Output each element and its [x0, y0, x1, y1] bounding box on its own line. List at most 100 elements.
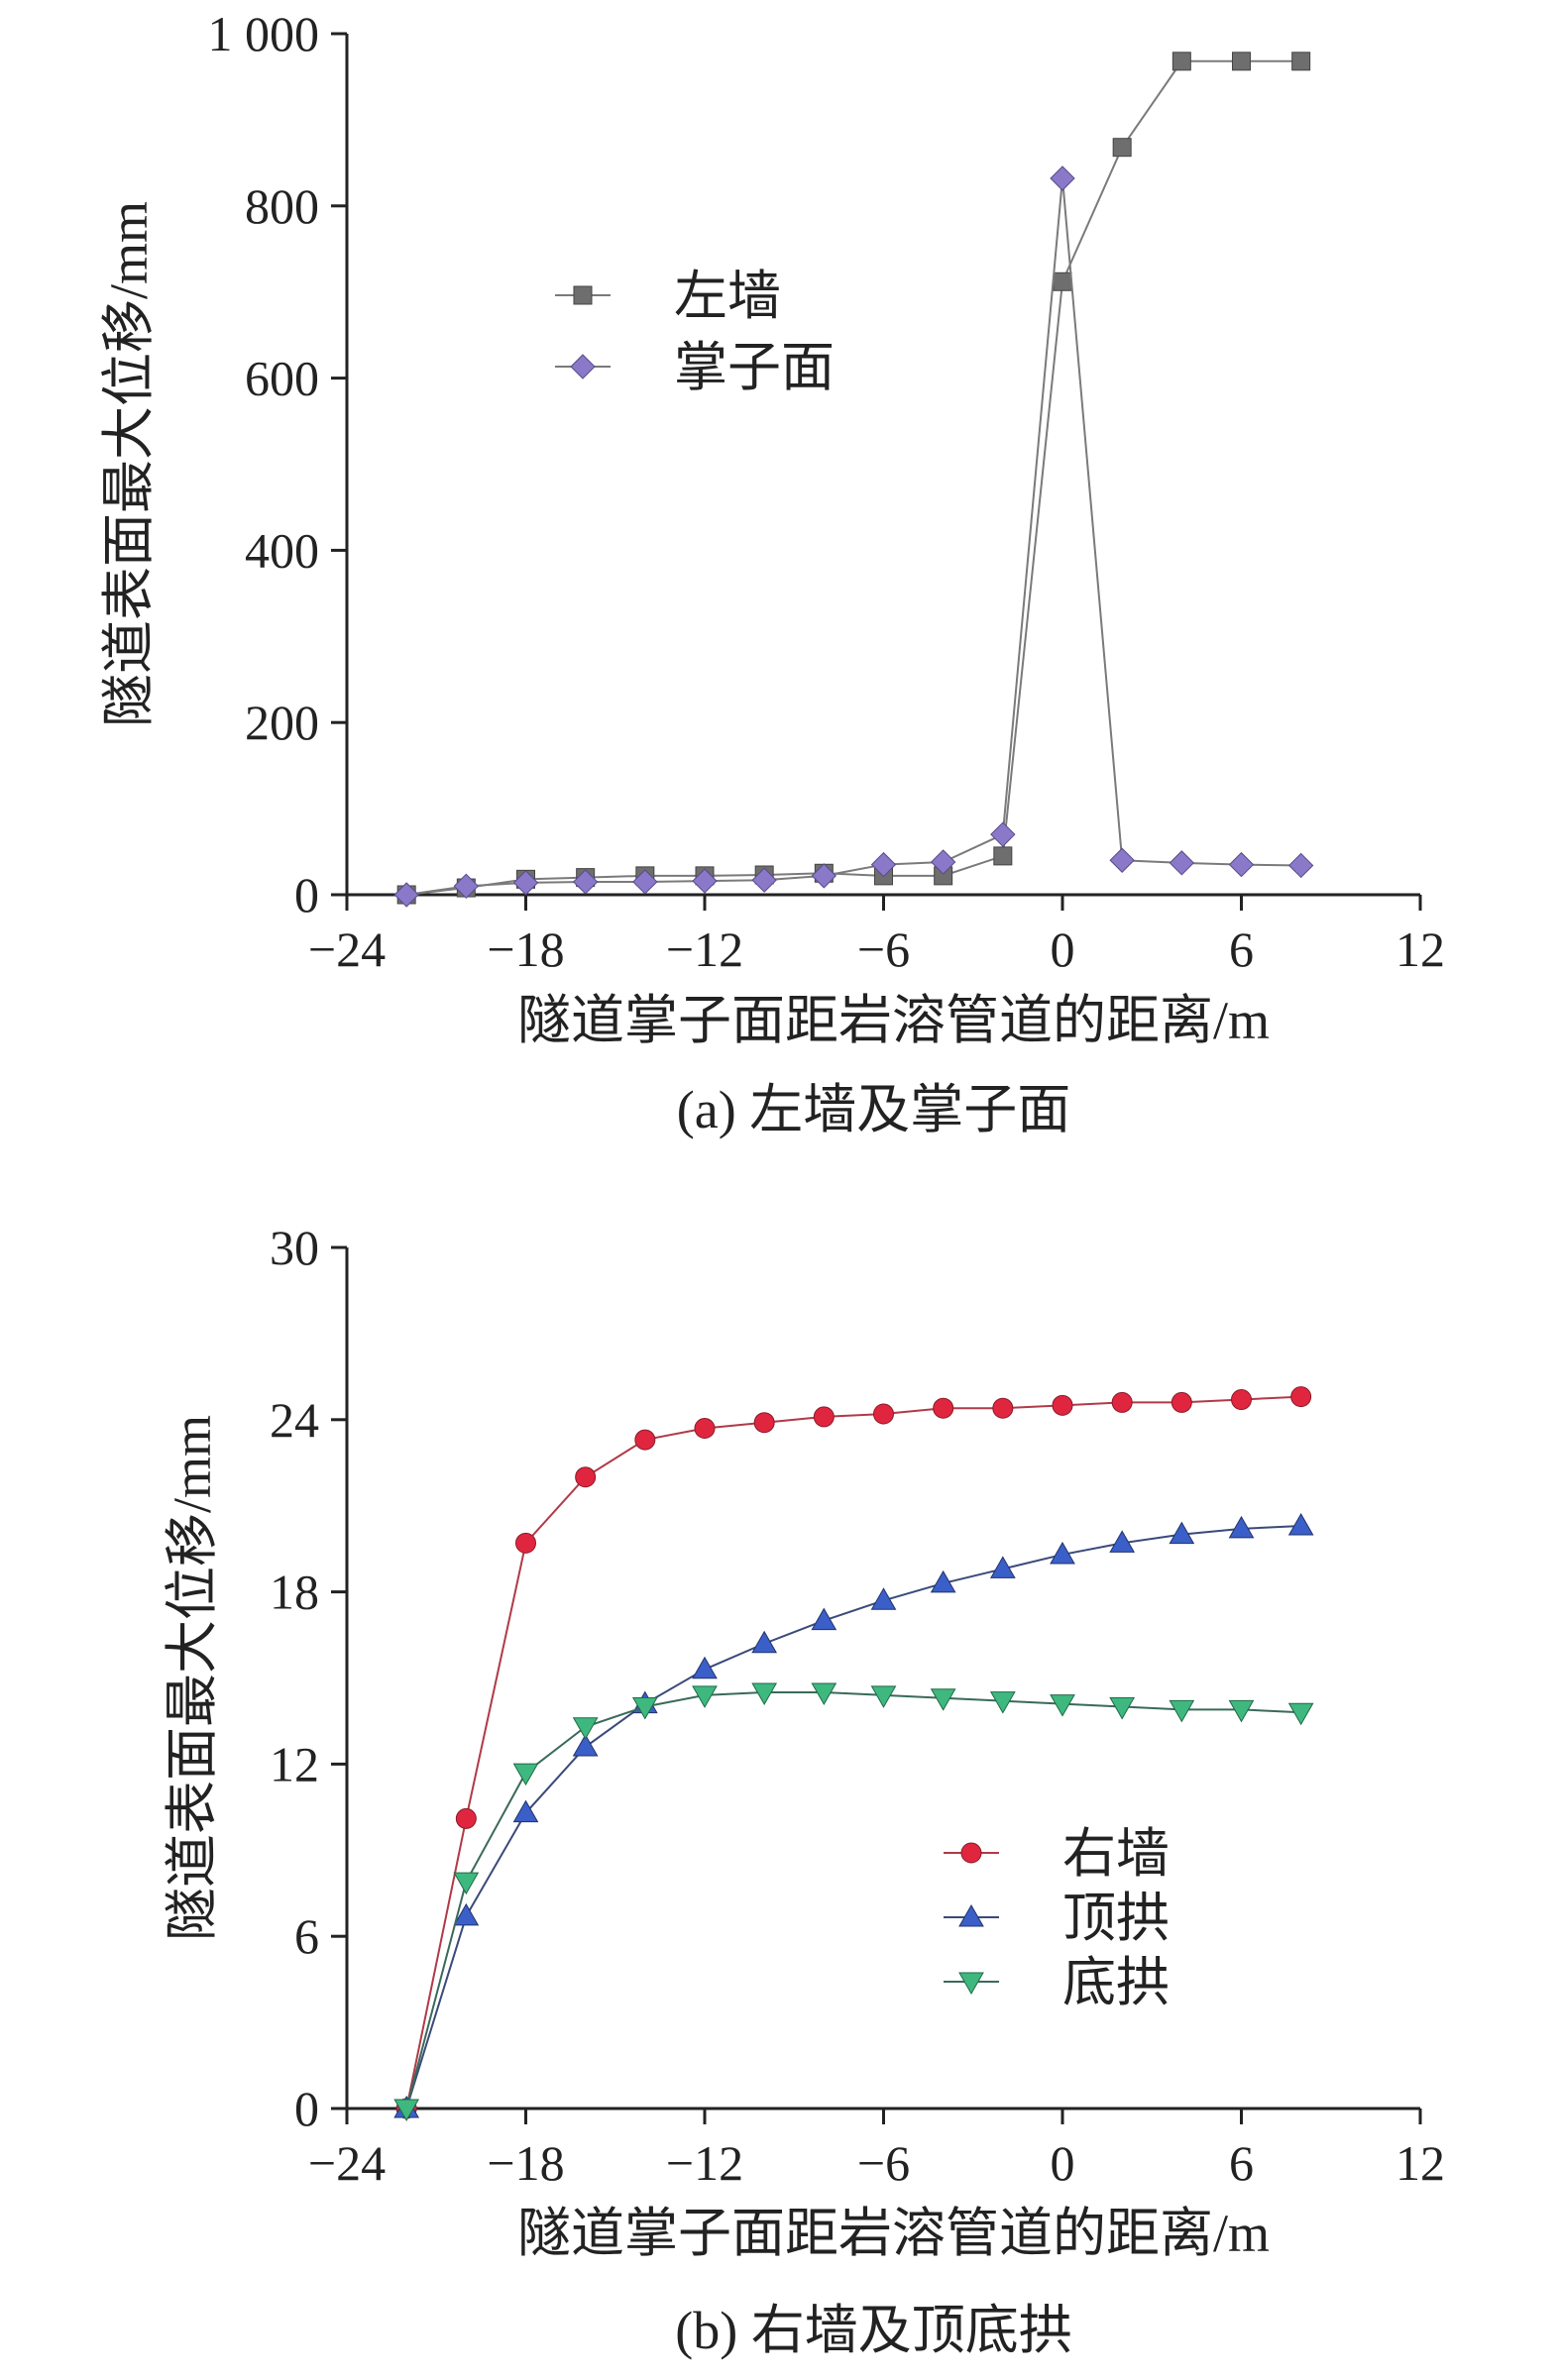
data-point	[1109, 847, 1135, 873]
data-point	[870, 1587, 897, 1610]
data-point	[455, 1807, 477, 1829]
data-point	[692, 868, 718, 894]
data-point	[1228, 851, 1255, 878]
x-tick-label: −6	[857, 921, 910, 977]
chart-caption: (b) 右墙及顶底拱	[675, 2301, 1071, 2360]
y-tick-label: 24	[270, 1392, 319, 1448]
data-point	[930, 1688, 956, 1711]
x-tick-label: −18	[487, 2135, 564, 2191]
series-2	[393, 1512, 1314, 2118]
data-point	[930, 849, 956, 875]
data-point	[1050, 165, 1075, 191]
series-line	[405, 1524, 1301, 2110]
x-tick-label: −24	[308, 921, 386, 977]
data-point	[811, 1607, 837, 1631]
legend-label: 左墙	[674, 267, 781, 326]
data-point	[692, 1656, 718, 1679]
series-line	[405, 1690, 1301, 2110]
data-point	[632, 869, 658, 895]
data-point	[1290, 1386, 1312, 1408]
data-point	[870, 1685, 897, 1708]
data-point	[453, 1902, 480, 1926]
data-point	[1231, 1389, 1252, 1411]
data-point	[1050, 1694, 1075, 1717]
x-tick-label: −12	[666, 2135, 743, 2191]
x-tick-label: 12	[1395, 2135, 1445, 2191]
data-point	[393, 882, 419, 908]
data-point	[512, 870, 539, 896]
x-tick-label: −12	[666, 921, 743, 977]
data-point	[1171, 52, 1191, 71]
data-point	[1169, 1699, 1195, 1723]
y-tick-label: 1 000	[208, 6, 320, 61]
data-point	[393, 2099, 420, 2122]
legend-marker	[958, 1972, 984, 1996]
data-point	[1287, 852, 1314, 879]
data-point	[990, 821, 1016, 847]
y-tick-label: 600	[245, 351, 319, 406]
x-tick-label: −24	[308, 2135, 386, 2191]
data-point	[1111, 1391, 1133, 1413]
data-point	[575, 1466, 597, 1488]
data-point	[1291, 52, 1311, 71]
y-tick-label: 400	[245, 522, 319, 578]
data-point	[631, 1696, 658, 1720]
y-tick-label: 200	[245, 695, 319, 750]
legend-label: 右墙	[1062, 1824, 1170, 1884]
x-tick-label: −18	[487, 921, 564, 977]
data-point	[512, 1763, 539, 1786]
data-point	[572, 1717, 599, 1740]
data-point	[933, 1397, 954, 1419]
legend-label: 底拱	[1062, 1953, 1170, 2012]
data-point	[1050, 1541, 1075, 1565]
x-tick-label: 0	[1051, 2135, 1075, 2191]
y-axis-title: 隧道表面最大位移/mm	[99, 201, 159, 727]
data-point	[751, 1630, 778, 1654]
data-point	[1109, 1696, 1136, 1720]
data-point	[1053, 271, 1072, 291]
legend-marker	[958, 1903, 984, 1927]
chart-b: −24 −18 −12 −6 0 6 12 0 6 12 18 24 30 隧道掌子面距岩溶管道的距离/m…	[163, 1220, 1445, 2360]
data-point	[993, 846, 1013, 866]
series-1	[395, 1386, 1312, 2119]
y-tick-label: 800	[245, 178, 319, 234]
data-point	[1228, 1515, 1255, 1539]
data-point	[453, 1872, 480, 1895]
data-point	[989, 1556, 1016, 1578]
x-axis-title: 隧道掌子面距岩溶管道的距离/m	[517, 991, 1270, 1050]
chart-caption: (a) 左墙及掌子面	[677, 1080, 1070, 1139]
y-tick-label: 12	[270, 1736, 319, 1791]
data-point	[989, 1691, 1016, 1714]
series-1	[396, 52, 1311, 905]
data-point	[1169, 850, 1195, 876]
chart-a: −24 −18 −12 −6 0 6 12 0 200 400 600 800 1 000 隧道掌子面距岩…	[99, 6, 1445, 1139]
series-line	[405, 1395, 1301, 2110]
y-tick-label: 6	[294, 1908, 319, 1964]
data-point	[634, 1429, 656, 1451]
data-point	[873, 1403, 894, 1425]
data-point	[930, 1569, 956, 1593]
x-tick-label: 6	[1229, 921, 1254, 977]
data-point	[1171, 1391, 1192, 1413]
data-point	[515, 1532, 536, 1554]
data-point	[1232, 52, 1251, 71]
legend-marker	[960, 1842, 982, 1864]
data-point	[751, 867, 777, 893]
data-point	[692, 1685, 718, 1708]
x-tick-label: −6	[857, 2135, 910, 2191]
x-tick-label: 12	[1395, 921, 1445, 977]
y-tick-label: 30	[270, 1220, 319, 1275]
data-point	[1109, 1530, 1136, 1553]
data-point	[572, 1734, 599, 1757]
x-axis-title: 隧道掌子面距岩溶管道的距离/m	[517, 2204, 1270, 2263]
data-point	[1287, 1702, 1314, 1726]
y-tick-label: 0	[294, 2081, 319, 2136]
data-point	[1169, 1521, 1195, 1545]
data-point	[1228, 1699, 1255, 1723]
data-point	[751, 1682, 778, 1705]
data-point	[870, 851, 897, 878]
series-2	[393, 165, 1314, 908]
data-point	[572, 869, 599, 895]
